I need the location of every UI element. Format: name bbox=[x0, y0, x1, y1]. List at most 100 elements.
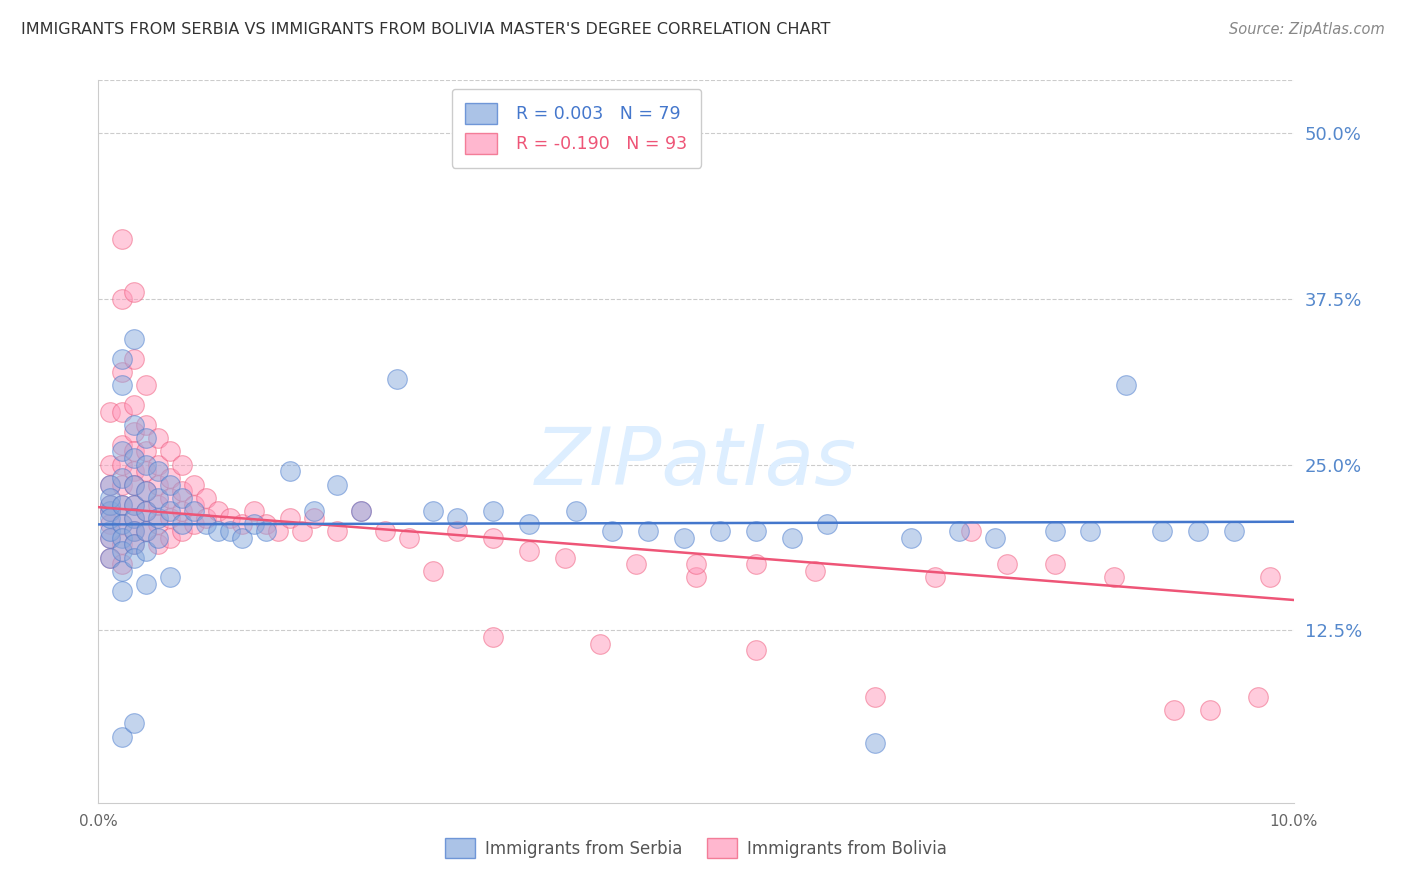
Point bbox=[302, 504, 325, 518]
Point bbox=[135, 524, 157, 538]
Point bbox=[98, 550, 122, 565]
Point bbox=[231, 517, 253, 532]
Point bbox=[111, 438, 134, 452]
Point bbox=[124, 332, 146, 346]
Point bbox=[135, 458, 157, 472]
Point bbox=[745, 643, 768, 657]
Point bbox=[780, 531, 803, 545]
Point bbox=[673, 531, 696, 545]
Point bbox=[637, 524, 659, 538]
Point bbox=[124, 498, 146, 512]
Point bbox=[374, 524, 396, 538]
Point bbox=[111, 531, 134, 545]
Point bbox=[124, 524, 146, 538]
Point bbox=[446, 524, 468, 538]
Point bbox=[124, 351, 146, 366]
Point bbox=[98, 477, 122, 491]
Point bbox=[135, 524, 157, 538]
Point bbox=[111, 517, 134, 532]
Point bbox=[135, 431, 157, 445]
Point bbox=[111, 537, 134, 551]
Point bbox=[111, 544, 134, 558]
Point bbox=[135, 484, 157, 499]
Point bbox=[172, 458, 194, 472]
Point bbox=[148, 431, 170, 445]
Point bbox=[865, 690, 887, 704]
Point bbox=[111, 498, 134, 512]
Point bbox=[98, 504, 122, 518]
Point bbox=[124, 524, 146, 538]
Point bbox=[159, 444, 181, 458]
Point bbox=[589, 637, 612, 651]
Point bbox=[135, 577, 157, 591]
Point bbox=[1115, 378, 1137, 392]
Point bbox=[422, 564, 444, 578]
Point bbox=[159, 471, 181, 485]
Point bbox=[172, 517, 194, 532]
Point bbox=[267, 524, 290, 538]
Point bbox=[148, 537, 170, 551]
Point bbox=[815, 517, 838, 532]
Point bbox=[148, 458, 170, 472]
Point bbox=[124, 537, 146, 551]
Point bbox=[254, 517, 277, 532]
Point bbox=[148, 477, 170, 491]
Point bbox=[482, 531, 505, 545]
Point bbox=[183, 477, 205, 491]
Point bbox=[1043, 557, 1066, 571]
Point bbox=[135, 504, 157, 518]
Point bbox=[422, 504, 444, 518]
Point bbox=[446, 510, 468, 524]
Point bbox=[243, 504, 266, 518]
Point bbox=[565, 504, 588, 518]
Point bbox=[1187, 524, 1209, 538]
Point bbox=[231, 531, 253, 545]
Point bbox=[111, 517, 134, 532]
Point bbox=[183, 517, 205, 532]
Point bbox=[124, 510, 146, 524]
Point bbox=[111, 292, 134, 306]
Point bbox=[350, 504, 373, 518]
Point bbox=[159, 510, 181, 524]
Point bbox=[172, 524, 194, 538]
Point bbox=[124, 444, 146, 458]
Point bbox=[98, 477, 122, 491]
Point bbox=[111, 405, 134, 419]
Point bbox=[111, 365, 134, 379]
Point bbox=[98, 510, 122, 524]
Point bbox=[148, 498, 170, 512]
Point bbox=[219, 524, 242, 538]
Point bbox=[219, 510, 242, 524]
Point bbox=[745, 557, 768, 571]
Point bbox=[159, 531, 181, 545]
Point bbox=[135, 378, 157, 392]
Point bbox=[98, 498, 122, 512]
Point bbox=[124, 537, 146, 551]
Point bbox=[98, 550, 122, 565]
Point bbox=[482, 504, 505, 518]
Point bbox=[517, 517, 540, 532]
Point bbox=[254, 524, 277, 538]
Point bbox=[124, 425, 146, 439]
Point bbox=[124, 550, 146, 565]
Point bbox=[98, 517, 122, 532]
Point bbox=[243, 517, 266, 532]
Point bbox=[148, 510, 170, 524]
Point bbox=[995, 557, 1018, 571]
Point bbox=[685, 557, 707, 571]
Point bbox=[111, 498, 134, 512]
Point bbox=[111, 730, 134, 744]
Point bbox=[195, 510, 218, 524]
Point bbox=[745, 524, 768, 538]
Point bbox=[685, 570, 707, 584]
Point bbox=[517, 544, 540, 558]
Point bbox=[1163, 703, 1185, 717]
Point bbox=[159, 504, 181, 518]
Point bbox=[291, 524, 314, 538]
Point bbox=[207, 504, 229, 518]
Point bbox=[948, 524, 970, 538]
Point bbox=[398, 531, 420, 545]
Point bbox=[984, 531, 1007, 545]
Point bbox=[135, 544, 157, 558]
Point bbox=[195, 517, 218, 532]
